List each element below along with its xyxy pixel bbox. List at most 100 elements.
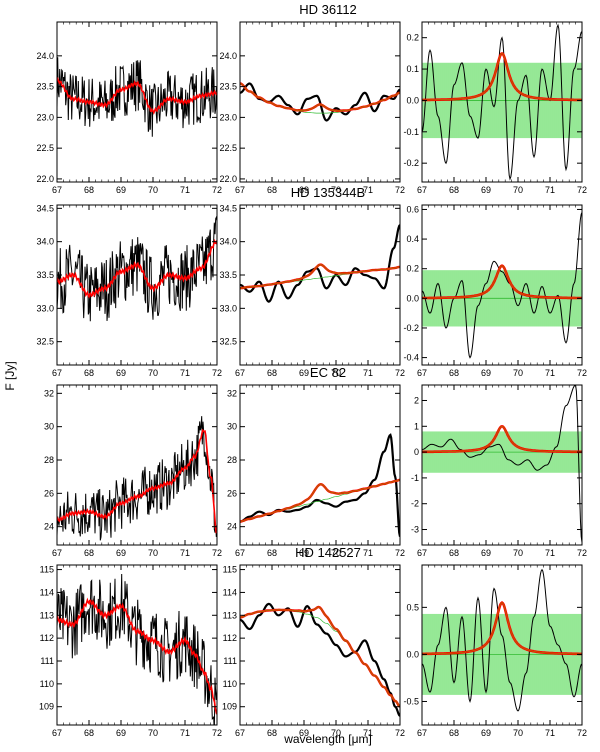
x-tick-label: 71 bbox=[545, 368, 555, 378]
y-tick-label: 0.6 bbox=[406, 204, 419, 214]
data-series bbox=[57, 215, 217, 322]
y-tick-label: 0 bbox=[414, 447, 419, 457]
plot-area bbox=[240, 82, 400, 122]
y-tick-label: 114 bbox=[223, 587, 237, 597]
y-tick-label: 28 bbox=[44, 455, 54, 465]
fit-model bbox=[422, 265, 582, 299]
x-tick-label: 69 bbox=[299, 185, 309, 195]
x-tick-label: 67 bbox=[417, 548, 427, 558]
data-series bbox=[57, 416, 217, 541]
x-tick-label: 72 bbox=[212, 185, 222, 195]
y-tick-label: 34.5 bbox=[36, 203, 54, 213]
x-tick-label: 67 bbox=[417, 368, 427, 378]
x-tick-label: 68 bbox=[267, 548, 277, 558]
panel-raw: 67 68 69 70 71 72 22.0 22.5 23.0 23.5 24.0 bbox=[36, 21, 222, 195]
x-tick-label: 71 bbox=[545, 728, 555, 738]
x-tick-label: 68 bbox=[84, 368, 94, 378]
x-tick-label: 68 bbox=[449, 185, 459, 195]
plot-area bbox=[57, 416, 217, 541]
x-tick-label: 71 bbox=[363, 368, 373, 378]
plot-area bbox=[57, 57, 217, 137]
y-tick-label: 0.5 bbox=[406, 602, 419, 612]
x-tick-label: 67 bbox=[52, 185, 62, 195]
x-tick-label: 68 bbox=[267, 368, 277, 378]
y-tick-label: -0.4 bbox=[403, 353, 419, 363]
plot-area bbox=[240, 224, 400, 303]
y-tick-label: 32 bbox=[44, 388, 54, 398]
residual-series bbox=[422, 568, 582, 712]
x-tick-label: 70 bbox=[331, 548, 341, 558]
x-tick-label: 69 bbox=[299, 728, 309, 738]
x-tick-label: 68 bbox=[267, 728, 277, 738]
y-tick-label: 34.0 bbox=[36, 237, 54, 247]
fit-model bbox=[422, 52, 582, 101]
panel-frame bbox=[56, 21, 218, 183]
x-tick-label: 69 bbox=[481, 728, 491, 738]
y-tick-label: -0.5 bbox=[403, 696, 419, 706]
y-tick-label: 115 bbox=[40, 565, 54, 575]
y-tick-label: 2 bbox=[414, 395, 419, 405]
x-tick-label: 67 bbox=[417, 728, 427, 738]
x-tick-label: 72 bbox=[577, 185, 587, 195]
residual-series bbox=[422, 23, 582, 181]
data-series bbox=[57, 573, 217, 725]
y-tick-label: 111 bbox=[223, 656, 237, 666]
x-tick-label: 71 bbox=[363, 185, 373, 195]
y-tick-label: 112 bbox=[40, 633, 54, 643]
x-tick-label: 70 bbox=[148, 548, 158, 558]
y-tick-label: 113 bbox=[223, 610, 237, 620]
object-row: HD 142527 67 68 69 70 71 72 109 110 111 112 113 114 1… bbox=[39, 545, 587, 738]
y-tick-label: 22.5 bbox=[36, 143, 54, 153]
x-tick-label: 69 bbox=[116, 548, 126, 558]
x-tick-label: 68 bbox=[84, 728, 94, 738]
y-tick-label: 34.5 bbox=[219, 203, 237, 213]
y-tick-label: 1 bbox=[414, 421, 419, 431]
y-tick-label: 23.5 bbox=[36, 82, 54, 92]
y-tick-label: 24 bbox=[227, 522, 237, 532]
x-tick-label: 69 bbox=[481, 548, 491, 558]
y-tick-label: 32.5 bbox=[36, 337, 54, 347]
chart-title: HD 142527 bbox=[295, 545, 361, 560]
fit-model bbox=[422, 425, 582, 453]
x-tick-label: 70 bbox=[513, 548, 523, 558]
x-tick-label: 69 bbox=[116, 185, 126, 195]
x-tick-label: 71 bbox=[180, 548, 190, 558]
line-model bbox=[240, 605, 400, 708]
y-tick-label: -0.2 bbox=[403, 158, 419, 168]
panel-frame bbox=[421, 204, 583, 366]
x-tick-label: 69 bbox=[481, 368, 491, 378]
panel-frame bbox=[56, 564, 218, 726]
data-series bbox=[57, 57, 217, 137]
residual-series bbox=[422, 385, 582, 543]
y-tick-label: 23.0 bbox=[219, 112, 237, 122]
plot-area bbox=[240, 602, 400, 717]
panel-frame bbox=[56, 204, 218, 366]
y-axis-label: F [Jy] bbox=[3, 361, 17, 390]
y-tick-label: 32 bbox=[227, 388, 237, 398]
panel-smooth: 67 68 69 70 71 72 109 110 111 112 113 114 115 bbox=[222, 564, 405, 738]
y-tick-label: 30 bbox=[44, 422, 54, 432]
fit-model bbox=[240, 606, 400, 708]
panel-raw: 67 68 69 70 71 72 109 110 111 112 113 114 115 bbox=[39, 564, 222, 738]
x-tick-label: 69 bbox=[299, 548, 309, 558]
panel-smooth: 67 68 69 70 71 72 22.0 22.5 23.0 23.5 24.0 bbox=[219, 21, 405, 195]
x-tick-label: 71 bbox=[180, 368, 190, 378]
y-tick-label: 22.0 bbox=[219, 174, 237, 184]
y-tick-label: -0.2 bbox=[403, 323, 419, 333]
line-model bbox=[240, 82, 400, 113]
y-tick-label: 24.0 bbox=[36, 51, 54, 61]
x-tick-label: 72 bbox=[395, 185, 405, 195]
y-tick-label: 0.0 bbox=[406, 95, 419, 105]
x-tick-label: 72 bbox=[577, 368, 587, 378]
y-tick-label: 22.5 bbox=[219, 143, 237, 153]
chart-title: HD 36112 bbox=[299, 2, 357, 17]
data-series bbox=[240, 602, 400, 717]
x-tick-label: 67 bbox=[52, 728, 62, 738]
fit-model bbox=[240, 82, 400, 112]
x-tick-label: 70 bbox=[148, 728, 158, 738]
y-tick-label: 0.0 bbox=[406, 293, 419, 303]
x-tick-label: 68 bbox=[84, 185, 94, 195]
x-tick-label: 70 bbox=[513, 368, 523, 378]
x-tick-label: 70 bbox=[148, 185, 158, 195]
x-tick-label: 70 bbox=[331, 185, 341, 195]
